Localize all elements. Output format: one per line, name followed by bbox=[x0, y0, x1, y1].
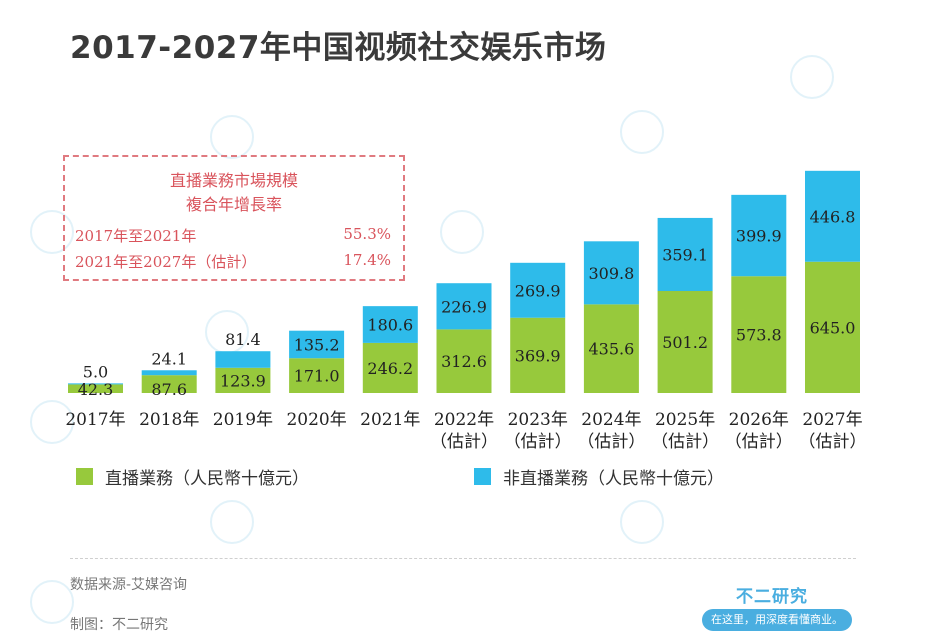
value-label-nonlive: 180.6 bbox=[367, 316, 413, 335]
watermark-logo-icon bbox=[30, 400, 74, 444]
bar-segment-nonlive bbox=[289, 330, 345, 359]
cagr-box: 直播業務市場規模 複合年增長率 2017年至2021年 55.3% 2021年至… bbox=[63, 155, 405, 281]
watermark-logo-icon bbox=[210, 115, 254, 159]
footer-divider bbox=[70, 558, 856, 559]
value-label-nonlive: 269.9 bbox=[515, 281, 561, 300]
cagr-title-line2: 複合年增長率 bbox=[185, 195, 282, 214]
bar-segment-live bbox=[289, 358, 345, 393]
value-label-live: 123.9 bbox=[220, 371, 266, 390]
bar-segment-live bbox=[657, 291, 713, 393]
value-label-live: 87.6 bbox=[151, 380, 187, 399]
value-label-live: 501.2 bbox=[662, 333, 708, 352]
x-tick-label: （估計） bbox=[799, 432, 867, 452]
bar-segment-live bbox=[436, 329, 492, 393]
x-tick-label: 2017年 bbox=[65, 410, 125, 430]
brand-logo: 不二研究 bbox=[736, 587, 808, 607]
x-tick-label: 2019年 bbox=[213, 410, 273, 430]
legend-swatch-live bbox=[76, 468, 93, 485]
watermark-logo-icon bbox=[620, 110, 664, 154]
x-tick-label: 2026年 bbox=[729, 410, 789, 430]
x-tick-label: 2018年 bbox=[139, 410, 199, 430]
x-tick-label: （估計） bbox=[577, 432, 645, 452]
bar-segment-live bbox=[583, 304, 639, 393]
value-label-live: 645.0 bbox=[810, 318, 856, 337]
cagr-period-label: 2021年至2027年（估計） bbox=[75, 253, 257, 271]
x-tick-label: （估計） bbox=[725, 432, 793, 452]
cagr-period-label: 2017年至2021年 bbox=[75, 227, 197, 245]
bar-segment-nonlive bbox=[215, 351, 271, 368]
bar-segment-live bbox=[510, 317, 566, 393]
value-label-live: 246.2 bbox=[367, 359, 413, 378]
value-label-live: 369.9 bbox=[515, 346, 561, 365]
cagr-value: 55.3% bbox=[343, 225, 391, 243]
value-label-live: 171.0 bbox=[294, 367, 340, 386]
watermark-logo-icon bbox=[30, 580, 74, 624]
data-source: 数据来源-艾媒咨询 bbox=[70, 577, 188, 593]
watermark-logo-icon bbox=[30, 210, 74, 254]
bar-segment-nonlive bbox=[510, 262, 566, 318]
cagr-row: 2017年至2021年 55.3% bbox=[75, 225, 391, 246]
value-label-nonlive: 135.2 bbox=[294, 335, 340, 354]
x-tick-label: （估計） bbox=[504, 432, 572, 452]
bar-segment-nonlive bbox=[436, 283, 492, 330]
bar-segment-nonlive bbox=[362, 306, 418, 343]
value-label-nonlive: 5.0 bbox=[83, 362, 108, 381]
value-label-nonlive: 446.8 bbox=[810, 207, 856, 226]
watermark-logo-icon bbox=[440, 210, 484, 254]
value-label-live: 435.6 bbox=[588, 340, 634, 359]
x-tick-label: 2023年 bbox=[508, 410, 568, 430]
value-label-nonlive: 81.4 bbox=[225, 330, 261, 349]
value-label-live: 42.3 bbox=[78, 380, 114, 399]
x-tick-label: 2022年 bbox=[434, 410, 494, 430]
legend-item-live: 直播業務（人民幣十億元） bbox=[76, 464, 309, 489]
x-tick-label: （估計） bbox=[651, 432, 719, 452]
page-title: 2017-2027年中国视频社交娱乐市场 bbox=[70, 30, 607, 66]
bar-segment-nonlive bbox=[731, 194, 787, 277]
cagr-value: 17.4% bbox=[343, 251, 391, 269]
bar-segment-nonlive bbox=[805, 170, 860, 262]
value-label-nonlive: 359.1 bbox=[662, 245, 708, 264]
x-tick-label: 2021年 bbox=[360, 410, 420, 430]
bar-segment-live bbox=[215, 367, 271, 393]
x-tick-label: 2025年 bbox=[655, 410, 715, 430]
bar-segment-nonlive bbox=[583, 241, 639, 305]
watermark-logo-icon bbox=[620, 500, 664, 544]
bar-segment-nonlive bbox=[657, 217, 713, 292]
value-label-live: 573.8 bbox=[736, 326, 782, 345]
bar-segment-live bbox=[68, 384, 123, 393]
bar-segment-live bbox=[141, 375, 197, 393]
x-tick-label: 2020年 bbox=[286, 410, 346, 430]
cagr-title-line1: 直播業務市場規模 bbox=[169, 171, 298, 190]
legend-item-nonlive: 非直播業務（人民幣十億元） bbox=[474, 464, 724, 489]
value-label-nonlive: 309.8 bbox=[588, 264, 634, 283]
bar-segment-nonlive bbox=[141, 370, 197, 376]
bar-segment-nonlive bbox=[68, 383, 123, 385]
made-by: 制图：不二研究 bbox=[70, 617, 168, 633]
value-label-live: 312.6 bbox=[441, 352, 487, 371]
x-tick-label: （估計） bbox=[430, 432, 498, 452]
bar-segment-live bbox=[731, 276, 787, 393]
watermark-logo-icon bbox=[790, 55, 834, 99]
brand-slogan: 在这里，用深度看懂商业。 bbox=[702, 609, 852, 631]
legend-label-live: 直播業務（人民幣十億元） bbox=[105, 469, 309, 489]
value-label-nonlive: 399.9 bbox=[736, 227, 782, 246]
cagr-row: 2021年至2027年（估計） 17.4% bbox=[75, 251, 391, 272]
x-tick-label: 2027年 bbox=[802, 410, 862, 430]
x-tick-label: 2024年 bbox=[581, 410, 641, 430]
legend-label-nonlive: 非直播業務（人民幣十億元） bbox=[503, 469, 724, 489]
bar-segment-live bbox=[362, 342, 418, 393]
value-label-nonlive: 226.9 bbox=[441, 297, 487, 316]
watermark-logo-icon bbox=[210, 500, 254, 544]
bar-segment-live bbox=[805, 261, 860, 393]
legend-swatch-nonlive bbox=[474, 468, 491, 485]
value-label-nonlive: 24.1 bbox=[151, 349, 187, 368]
